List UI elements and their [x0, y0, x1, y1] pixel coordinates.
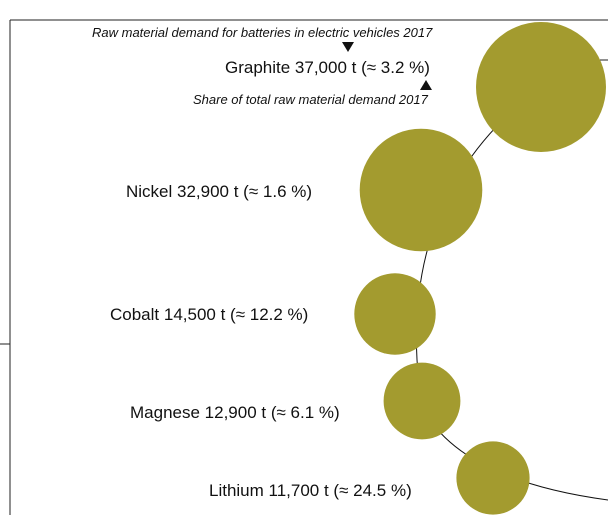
bubble-series — [354, 22, 606, 515]
annotation-bottom: Share of total raw material demand 2017 — [193, 92, 428, 107]
arrow-up-icon — [420, 80, 432, 90]
bubble-magnese — [383, 362, 461, 440]
bubble-graphite — [476, 22, 606, 152]
bubble-nickel — [359, 128, 483, 252]
label-cobalt: Cobalt 14,500 t (≈ 12.2 %) — [110, 305, 309, 324]
label-magnese: Magnese 12,900 t (≈ 6.1 %) — [130, 403, 340, 422]
label-lithium: Lithium 11,700 t (≈ 24.5 %) — [209, 481, 412, 500]
annotation-arrows — [342, 42, 432, 90]
label-nickel: Nickel 32,900 t (≈ 1.6 %) — [126, 182, 313, 201]
label-graphite: Graphite 37,000 t (≈ 3.2 %) — [225, 58, 430, 77]
bubble-cobalt — [354, 273, 436, 355]
panel-borders — [0, 19, 608, 515]
arrow-down-icon — [342, 42, 354, 52]
bubble-lithium — [456, 441, 530, 515]
annotation-top: Raw material demand for batteries in ele… — [92, 25, 433, 40]
